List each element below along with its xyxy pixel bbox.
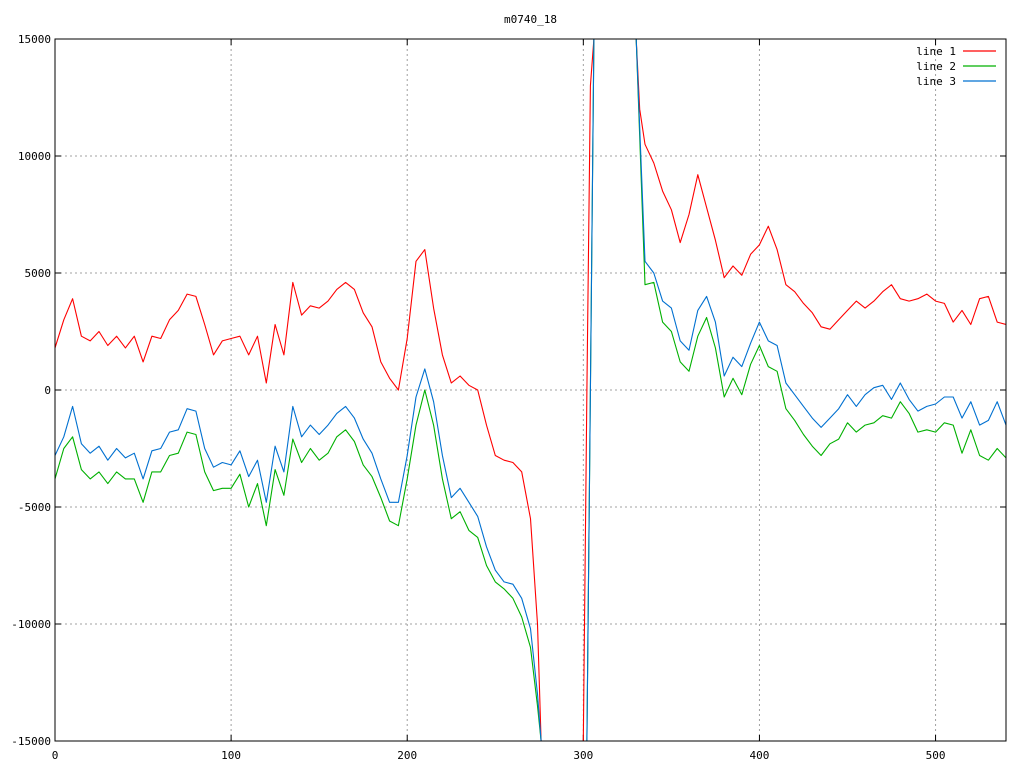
y-tick-label: 10000 (18, 150, 51, 163)
x-tick-label: 300 (573, 749, 593, 762)
series-lines (55, 39, 1006, 741)
series-line-1 (55, 39, 1006, 741)
x-tick-label: 200 (397, 749, 417, 762)
axis-ticks: 0 100 200 300 400 500 -15000 -10000 -5000 0 5000 10… (11, 33, 1006, 762)
y-tick-label: 5000 (25, 267, 52, 280)
legend: line 1 line 2 line 3 (916, 45, 996, 88)
chart-title: m0740_18 (504, 13, 557, 26)
series-line-3 (55, 39, 1006, 741)
x-tick-label: 400 (750, 749, 770, 762)
legend-label-3: line 3 (916, 75, 956, 88)
grid-lines (55, 39, 1006, 741)
y-tick-label: 15000 (18, 33, 51, 46)
x-tick-label: 0 (52, 749, 59, 762)
y-tick-label: -5000 (18, 501, 51, 514)
plot-frame (54, 38, 1007, 742)
legend-label-2: line 2 (916, 60, 956, 73)
y-tick-label: -10000 (11, 618, 51, 631)
series-line-2 (55, 39, 1006, 741)
y-tick-label: 0 (44, 384, 51, 397)
x-tick-label: 100 (221, 749, 241, 762)
x-tick-label: 500 (926, 749, 946, 762)
legend-label-1: line 1 (916, 45, 956, 58)
y-tick-label: -15000 (11, 735, 51, 748)
